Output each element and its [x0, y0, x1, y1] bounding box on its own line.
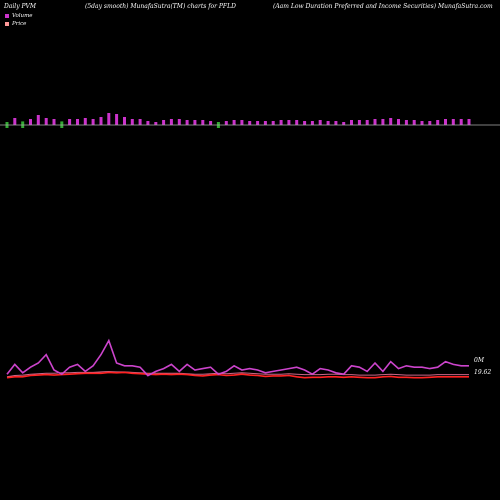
volume-bar-up: [232, 120, 236, 125]
volume-bar-up: [287, 120, 291, 125]
legend-price: Price: [5, 20, 33, 28]
volume-bar-up: [357, 120, 361, 125]
volume-bars: [5, 113, 471, 128]
volume-bar-up: [138, 119, 142, 125]
volume-bar-up: [412, 120, 416, 125]
volume-bar-up: [154, 122, 158, 125]
volume-bar-up: [83, 118, 87, 125]
volume-bar-up: [467, 119, 471, 125]
volume-bar-up: [350, 120, 353, 125]
volume-bar-up: [444, 119, 447, 125]
header-middle: (5day smooth) MunafaSutra(TM) charts for…: [85, 3, 236, 10]
volume-bar-up: [146, 121, 150, 125]
price-line-upper: [6, 370, 469, 378]
volume-bar-up: [303, 121, 307, 125]
volume-bar-up: [389, 118, 393, 125]
volume-bar-up: [263, 121, 267, 125]
legend-volume: Volume: [5, 12, 33, 20]
volume-bar-up: [91, 119, 95, 125]
volume-bar-up: [373, 119, 377, 125]
volume-bar-up: [365, 120, 369, 125]
volume-bar-up: [201, 120, 205, 125]
volume-bar-up: [240, 120, 244, 125]
volume-bar-up: [29, 119, 32, 125]
volume-bar-up: [459, 119, 463, 125]
volume-bar-up: [397, 119, 400, 125]
volume-bar-up: [342, 122, 346, 125]
volume-bar-up: [310, 121, 314, 125]
volume-bar-up: [428, 121, 432, 125]
volume-bar-up: [185, 120, 189, 125]
volume-bar-up: [13, 118, 17, 125]
volume-bar-up: [404, 120, 408, 125]
volume-bar-up: [99, 117, 103, 125]
volume-bar-up: [107, 113, 111, 125]
price-line: [6, 371, 469, 379]
volume-bar-up: [68, 119, 72, 125]
legend: Volume Price: [5, 12, 33, 28]
volume-bar-up: [44, 118, 48, 125]
volume-bar-up: [248, 121, 252, 125]
volume-bar-up: [256, 121, 260, 125]
legend-volume-label: Volume: [12, 13, 33, 19]
volume-bar-up: [76, 119, 79, 125]
price-swatch: [5, 22, 9, 26]
volume-bar-up: [193, 120, 197, 125]
volume-bar-up: [177, 119, 181, 125]
volume-swatch: [5, 14, 9, 18]
volume-bar-up: [295, 120, 299, 125]
header-right: (Aam Low Duration Preferred and Income S…: [273, 3, 493, 10]
volume-bar-up: [326, 121, 330, 125]
volume-bar-up: [209, 121, 213, 125]
volume-bar-up: [224, 121, 228, 125]
volume-bar-up: [169, 119, 173, 125]
volume-bar-up: [381, 119, 385, 125]
volume-bar-up: [420, 121, 424, 125]
legend-price-label: Price: [12, 21, 27, 27]
header-left: Daily PVM: [4, 3, 37, 10]
volume-bar-up: [334, 121, 338, 125]
price-side-label: 19.62: [474, 369, 492, 376]
volume-bar-up: [436, 120, 440, 125]
volume-bar-up: [451, 119, 455, 125]
volume-side-label: 0M: [474, 357, 484, 364]
volume-bar-up: [115, 114, 119, 125]
volume-bar-up: [36, 115, 40, 125]
volume-bar-up: [162, 120, 166, 125]
volume-bar-up: [52, 119, 56, 125]
volume-bar-up: [130, 119, 134, 125]
volume-bar-up: [318, 120, 322, 125]
volume-bar-up: [279, 120, 283, 125]
volume-bar-up: [271, 121, 275, 125]
volume-bar-up: [123, 117, 126, 125]
volume-line: [6, 338, 469, 377]
